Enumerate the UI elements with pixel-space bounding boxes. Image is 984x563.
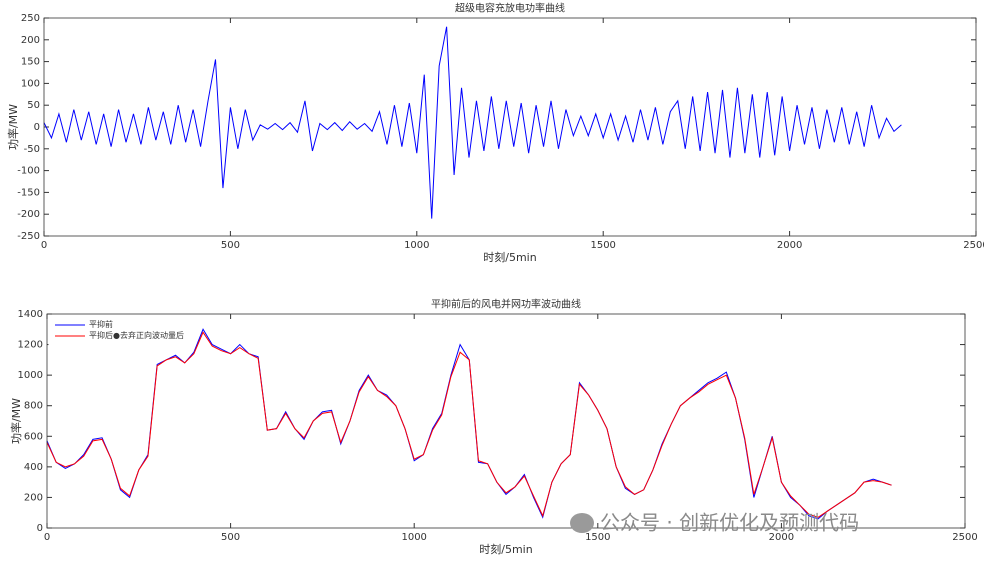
y-tick-label: 150 [21,57,40,68]
x-tick-label: 1500 [590,240,615,251]
y-tick-label: 50 [27,100,40,111]
y-tick-label: 100 [21,78,40,89]
y-tick-label: 200 [24,492,43,503]
y-tick-label: 0 [34,122,40,133]
x-tick-label: 2500 [963,240,984,251]
y-tick-label: -100 [17,166,40,177]
x-tick-label: 2500 [952,532,977,543]
watermark: 公众号 · 创新优化及预测代码 [570,511,859,535]
watermark-icon [570,513,594,533]
chart-title: 超级电容充放电功率曲线 [455,2,565,15]
watermark-text: 公众号 · 创新优化及预测代码 [600,511,859,535]
y-tick-label: 600 [24,431,43,442]
x-tick-label: 0 [44,532,50,543]
y-axis-label: 功率/MW [9,398,23,444]
line-series [43,26,902,219]
y-tick-label: 1400 [18,309,43,320]
x-tick-label: 500 [221,532,240,543]
y-axis-label: 功率/MW [6,104,20,150]
x-tick-label: 1500 [585,532,610,543]
line-series [46,331,892,518]
x-tick-label: 0 [41,240,47,251]
axes-box [46,313,966,529]
y-tick-label: 400 [24,462,43,473]
y-tick-label: 800 [24,401,43,412]
y-tick-label: -50 [24,144,40,155]
x-tick-label: 500 [221,240,240,251]
plot-area [44,18,976,236]
y-tick-label: -200 [17,209,40,220]
y-tick-label: 0 [37,523,43,534]
y-tick-label: -150 [17,187,40,198]
legend-box [48,315,190,347]
y-tick-label: 250 [21,13,40,24]
y-tick-label: -250 [17,231,40,242]
axes-box [43,17,977,237]
y-tick-label: 200 [21,35,40,46]
x-tick-label: 2000 [777,240,802,251]
chart-title: 平抑前后的风电并网功率波动曲线 [431,298,581,311]
x-axis-label: 时刻/5min [483,250,536,264]
x-tick-label: 2000 [769,532,794,543]
x-tick-label: 1000 [401,532,426,543]
x-axis-label: 时刻/5min [479,542,532,556]
y-tick-label: 1000 [18,370,43,381]
y-tick-label: 1200 [18,340,43,351]
legend-label: 平抑后●去弃正向波动量后 [89,330,184,340]
legend-label: 平抑前 [89,319,113,329]
x-tick-label: 1000 [404,240,429,251]
